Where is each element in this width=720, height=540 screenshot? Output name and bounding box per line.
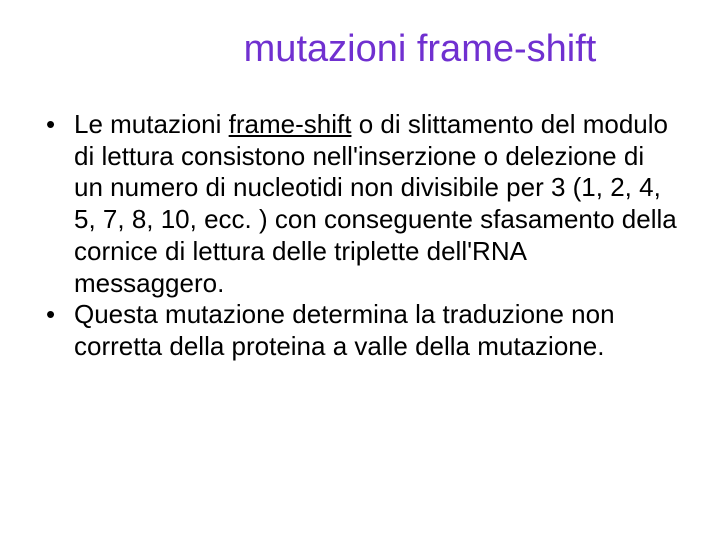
slide: mutazioni frame-shift Le mutazioni frame…	[0, 0, 720, 540]
list-item: Questa mutazione determina la traduzione…	[40, 299, 680, 362]
bullet-text-pre: Questa mutazione determina la traduzione…	[74, 299, 615, 361]
list-item: Le mutazioni frame-shift o di slittament…	[40, 109, 680, 299]
bullet-text-underlined: frame-shift	[229, 109, 352, 139]
bullet-text-pre: Le mutazioni	[74, 109, 229, 139]
slide-title: mutazioni frame-shift	[40, 28, 680, 71]
bullet-list: Le mutazioni frame-shift o di slittament…	[40, 109, 680, 363]
